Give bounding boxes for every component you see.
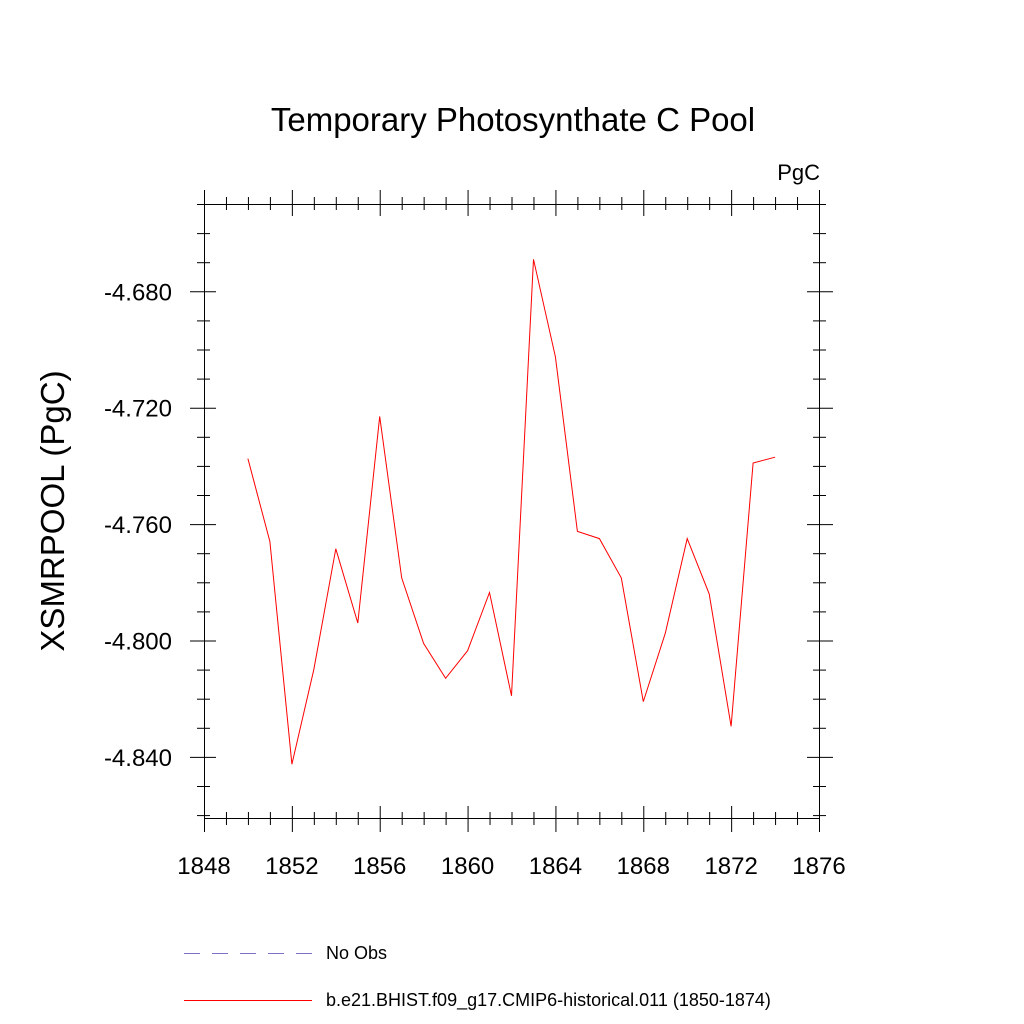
x-tick-label: 1872 [704, 853, 757, 880]
x-tick-label: 1856 [353, 853, 406, 880]
x-axis: 1848 1852 1856 1860 1864 1868 1872 1876 [177, 190, 846, 880]
y-tick-label: -4.800 [104, 628, 172, 655]
x-tick-label: 1848 [177, 853, 230, 880]
units-label: PgC [777, 160, 820, 185]
series-layer [247, 259, 776, 765]
x-tick-label: 1876 [792, 853, 845, 880]
y-tick-label: -4.680 [104, 279, 172, 306]
legend-label-1: No Obs [326, 943, 387, 963]
series-line-0 [247, 259, 776, 765]
legend: No Obs b.e21.BHIST.f09_g17.CMIP6-historic… [184, 943, 771, 1011]
y-tick-label: -4.720 [104, 396, 172, 423]
x-tick-label: 1868 [617, 853, 670, 880]
x-tick-label: 1852 [265, 853, 318, 880]
y-tick-label: -4.840 [104, 745, 172, 772]
legend-label-0: b.e21.BHIST.f09_g17.CMIP6-historical.011… [326, 990, 771, 1011]
y-tick-label: -4.760 [104, 512, 172, 539]
chart-title: Temporary Photosynthate C Pool [271, 101, 755, 138]
y-axis: -4.680 -4.720 -4.760 -4.800 -4.840 [104, 204, 833, 817]
y-axis-label: XSMRPOOL (PgC) [34, 370, 71, 651]
x-tick-label: 1860 [441, 853, 494, 880]
x-tick-label: 1864 [529, 853, 582, 880]
plot-frame [204, 204, 820, 819]
